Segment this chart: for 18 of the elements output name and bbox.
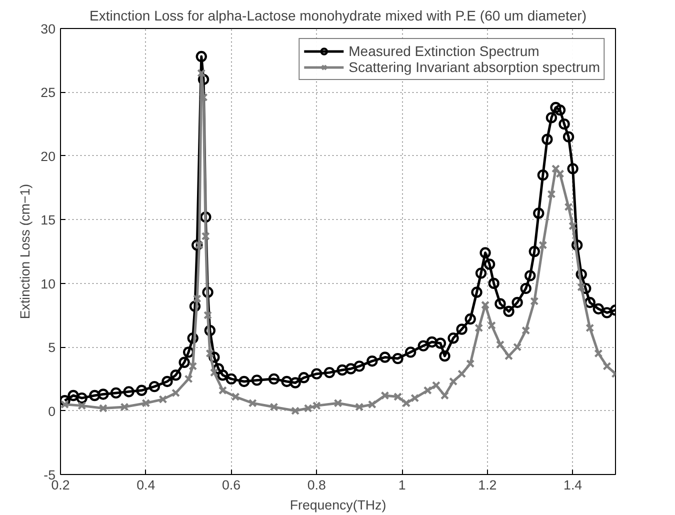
legend-label: Scattering Invariant absorption spectrum xyxy=(348,59,600,75)
chart-title: Extinction Loss for alpha-Lactose monohydrate mixed with P.E (60 um diameter) xyxy=(90,8,587,24)
x-tick-label: 0.6 xyxy=(222,478,241,492)
x-axis-title: Frequency(THz) xyxy=(290,498,386,512)
y-tick-label: 20 xyxy=(40,148,56,164)
y-tick-label: 0 xyxy=(48,404,56,419)
x-tick-label: 1.2 xyxy=(478,478,497,492)
y-tick-label: 5 xyxy=(48,340,56,356)
x-tick-label: 1 xyxy=(398,478,406,492)
legend-label: Measured Extinction Spectrum xyxy=(348,43,540,59)
y-tick-label: 15 xyxy=(40,212,56,228)
y-axis-title: Extinction Loss (cm−1) xyxy=(18,184,33,320)
x-tick-label: 0.8 xyxy=(307,478,326,492)
y-tick-label: 25 xyxy=(40,85,56,100)
y-tick-label: 30 xyxy=(40,22,56,36)
x-tick-label: 1.4 xyxy=(564,478,583,492)
y-tick-label: 10 xyxy=(40,276,56,292)
x-tick-label: 0.4 xyxy=(136,478,156,492)
